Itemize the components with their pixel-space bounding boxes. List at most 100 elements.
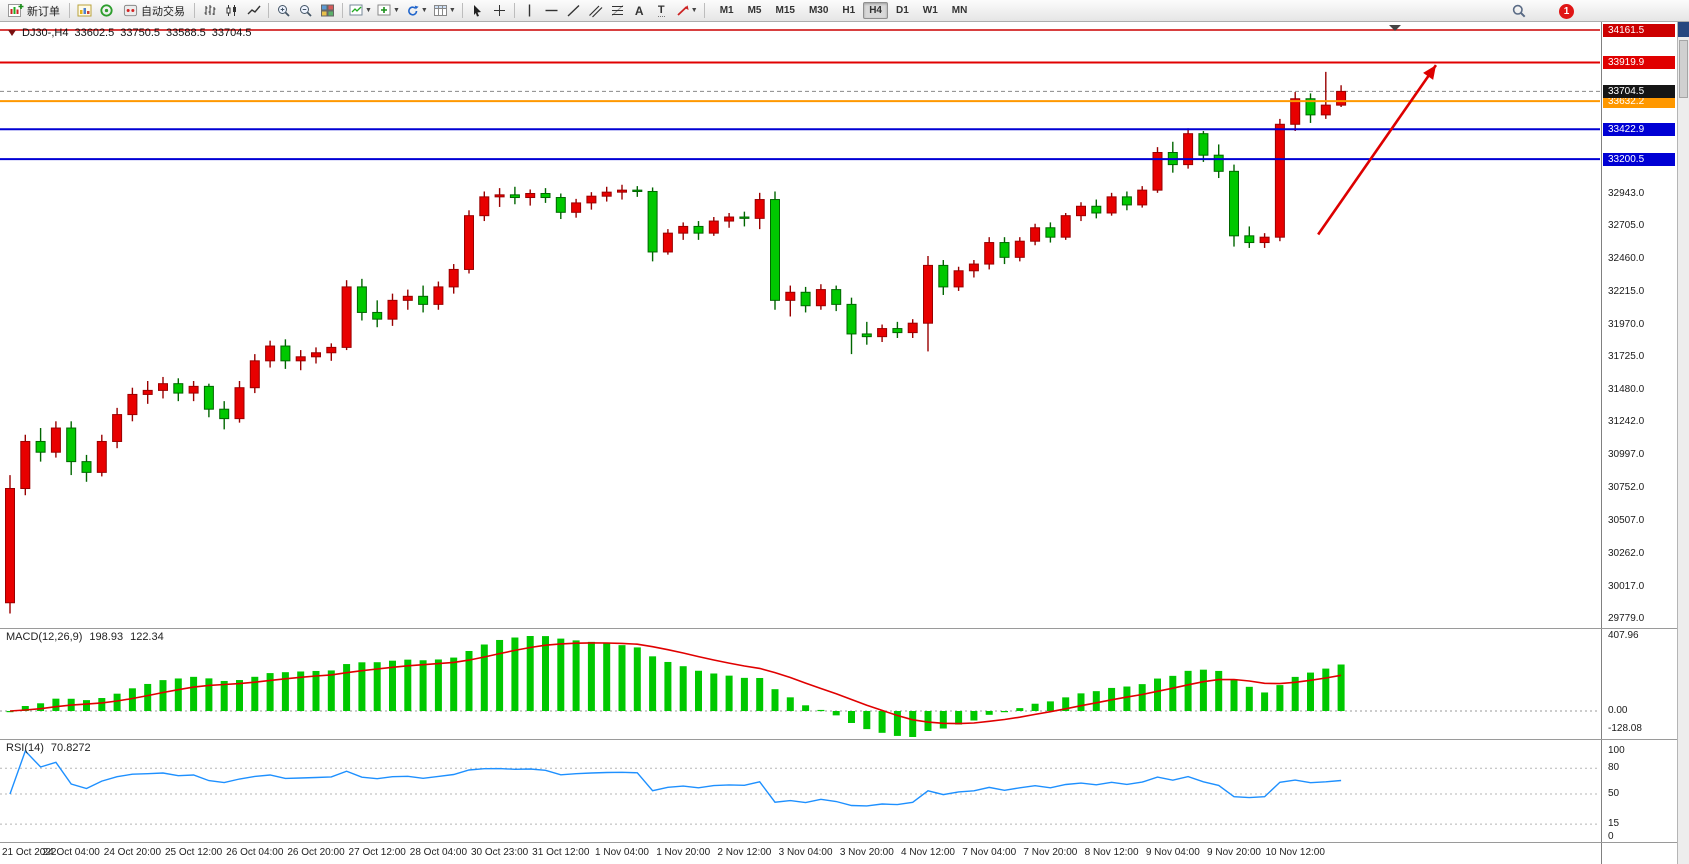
macd-histogram-bar	[312, 670, 320, 711]
trendline-icon	[566, 3, 581, 18]
pane-separator[interactable]	[0, 842, 1689, 843]
candlestick-chart-button[interactable]	[221, 1, 242, 20]
channel-button[interactable]	[585, 1, 606, 20]
shift-marker[interactable]	[1389, 25, 1401, 31]
candle-body	[1213, 154, 1224, 172]
text-label-button[interactable]: T	[651, 1, 672, 20]
price-axis-label: 32460.0	[1608, 252, 1645, 264]
macd-histogram-bar	[21, 705, 29, 711]
tile-windows-button[interactable]	[317, 1, 338, 20]
pane-separator[interactable]	[0, 628, 1689, 629]
candle-body	[892, 328, 903, 334]
macd-histogram-bar	[542, 636, 549, 711]
bar-chart-button[interactable]	[199, 1, 220, 20]
time-axis-label: 28 Oct 04:00	[409, 847, 468, 858]
ohlc-high: 33750.5	[120, 27, 160, 39]
candle-body	[571, 202, 582, 213]
macd-histogram-bar	[496, 639, 504, 711]
crosshair-icon	[492, 3, 507, 18]
templates-button[interactable]: ▼	[431, 1, 458, 20]
macd-histogram-bar	[1215, 670, 1223, 711]
macd-histogram-bar	[1307, 672, 1314, 711]
vertical-line-button[interactable]	[519, 1, 540, 20]
auto-trading-button[interactable]: 自动交易	[118, 1, 190, 20]
text-button[interactable]: A	[629, 1, 650, 20]
time-axis-label: 24 Oct 20:00	[103, 847, 162, 858]
macd-histogram-bar	[557, 638, 565, 711]
pane-separator[interactable]	[0, 739, 1689, 740]
zoom-in-button[interactable]	[273, 1, 294, 20]
scrollbar-thumb[interactable]	[1679, 40, 1688, 98]
ohlc-open: 33602.5	[74, 27, 115, 39]
line-chart-button[interactable]	[243, 1, 264, 20]
add-chart-button[interactable]: ▼	[375, 1, 402, 20]
chart-cycle-button[interactable]: ▼	[403, 1, 430, 20]
price-axis[interactable]: 32943.0 32705.0 32460.0 32215.0 31970.0 31725…	[1601, 22, 1676, 864]
macd-histogram-bar	[572, 640, 580, 711]
vertical-scrollbar[interactable]	[1677, 22, 1689, 864]
macd-axis-label: 407.96	[1608, 630, 1639, 641]
timeframe-button-m5[interactable]: M5	[747, 5, 762, 16]
hline-price-tag: 33422.9	[1603, 123, 1675, 137]
price-axis-label: 30017.0	[1608, 581, 1645, 593]
candle-body	[693, 225, 704, 234]
fibonacci-button[interactable]	[607, 1, 628, 20]
candle-body	[785, 291, 796, 301]
timeframe-button-w1[interactable]: W1	[922, 5, 938, 16]
macd-histogram-bar	[1199, 669, 1207, 711]
rsi-label: RSI(14) 70.8272	[6, 742, 91, 754]
zoom-out-button[interactable]	[295, 1, 316, 20]
macd-histogram-bar	[710, 673, 718, 711]
macd-name: MACD(12,26,9)	[6, 631, 83, 643]
community-button[interactable]	[96, 1, 117, 20]
timeframe-button-h4[interactable]: H4	[863, 2, 888, 19]
time-axis[interactable]: 21 Oct 2022 24 Oct 04:00 24 Oct 20:00 25 Oc…	[0, 843, 1600, 864]
price-axis-label: 31242.0	[1608, 416, 1645, 428]
candle-body	[265, 345, 276, 362]
timeframe-group: M1 M5 M15 M30 H1 H4 D1 W1 MN	[713, 2, 975, 19]
arrows-button[interactable]: ▼	[673, 1, 700, 20]
timeframe-button-h1[interactable]: H1	[842, 5, 856, 16]
timeframe-button-d1[interactable]: D1	[896, 5, 909, 16]
trendline-button[interactable]	[563, 1, 584, 20]
candle-body	[1091, 205, 1102, 214]
time-axis-label: 1 Nov 20:00	[656, 847, 711, 858]
search-button[interactable]	[1508, 2, 1529, 21]
macd-histogram-bar	[1031, 703, 1039, 711]
candle-body	[203, 385, 214, 410]
crosshair-button[interactable]	[489, 1, 510, 20]
indicators-button[interactable]: ▼	[347, 1, 374, 20]
notification-badge[interactable]: 1	[1559, 3, 1574, 19]
candle-body	[326, 346, 337, 354]
profiles-button[interactable]	[74, 1, 95, 20]
candle-body	[1106, 196, 1117, 214]
macd-signal-value: 122.34	[130, 631, 164, 643]
trend-arrow-object[interactable]	[1317, 64, 1438, 236]
timeframe-button-m15[interactable]: M15	[775, 5, 795, 16]
timeframe-button-mn[interactable]: MN	[951, 5, 968, 16]
timeframe-button-m30[interactable]: M30	[808, 5, 829, 16]
new-order-label: 新订单	[27, 5, 60, 18]
macd-histogram-bar	[480, 644, 488, 711]
macd-histogram-bar	[603, 643, 611, 711]
macd-histogram-bar	[618, 645, 626, 711]
candle-body	[815, 289, 826, 307]
cursor-button[interactable]	[467, 1, 488, 20]
scrollbar-up-button[interactable]	[1678, 22, 1689, 37]
timeframe-button-m1[interactable]: M1	[719, 5, 734, 16]
candle-body	[708, 220, 719, 234]
candle-body	[555, 197, 566, 213]
rsi-axis-label: 80	[1608, 762, 1620, 774]
hline-price-tag: 33919.9	[1603, 56, 1675, 70]
candle-body	[249, 360, 260, 389]
templates-icon	[433, 3, 448, 18]
time-axis-label: 25 Oct 12:00	[164, 847, 223, 858]
candle-body	[311, 352, 321, 358]
cursor-icon	[470, 3, 485, 18]
new-order-button[interactable]: 新订单	[3, 1, 65, 20]
price-axis-label: 31970.0	[1608, 318, 1645, 330]
candle-body	[1229, 170, 1239, 237]
horizontal-line-button[interactable]	[541, 1, 562, 20]
macd-histogram-bar	[511, 637, 519, 711]
